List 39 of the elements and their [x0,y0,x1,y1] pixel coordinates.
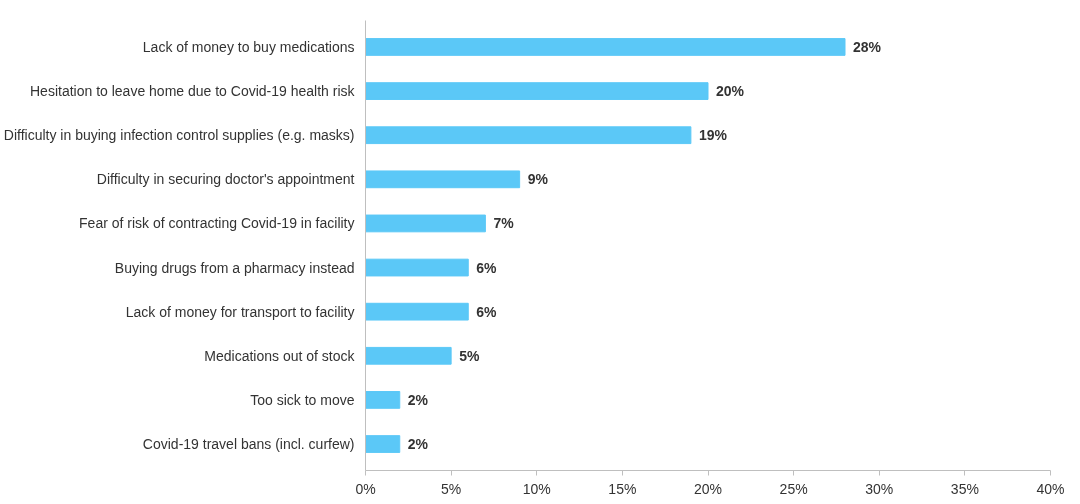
bar [365,38,846,56]
data-label: 7% [493,215,515,232]
data-label: 5% [459,347,480,364]
x-tick-label: 35% [950,480,979,497]
data-label: 9% [527,171,549,188]
data-label: 6% [476,259,498,276]
data-label: 19% [698,127,728,144]
x-tick-label: 20% [693,480,723,497]
y-tick-label: Hesitation to leave home due to Covid-19 health risk [29,83,356,100]
y-tick-label: Too sick to move [250,391,355,408]
x-tick-label: 10% [522,480,551,497]
y-tick-label: Medications out of stock [204,347,356,364]
y-tick-label: Buying drugs from a pharmacy instead [114,259,355,276]
data-label: 2% [407,436,429,453]
x-tick-label: 5% [441,480,462,497]
y-tick-label: Difficulty in securing doctor's appointment [96,171,355,188]
x-tick-label: 0% [355,480,376,497]
y-tick-label: Covid-19 travel bans (incl. curfew) [142,436,355,453]
bar [365,302,469,321]
bar [365,346,452,365]
bar [365,258,469,277]
x-tick-label: 15% [608,480,637,497]
bar [365,170,521,189]
y-tick-label: Fear of risk of contracting Covid-19 in facility [79,215,355,232]
data-label: 28% [853,38,882,55]
y-tick-label: Lack of money for transport to facility [125,303,355,320]
data-label: 6% [476,303,498,320]
bar [365,214,486,233]
bar [365,391,401,409]
data-label: 20% [716,83,745,100]
bar [365,82,709,100]
x-tick-label: 25% [779,480,808,497]
bar [365,435,401,453]
y-tick-label: Lack of money to buy medications [142,38,355,55]
data-label: 2% [407,391,429,408]
x-tick-label: 40% [1036,480,1065,497]
x-tick-label: 30% [865,480,894,497]
bar [365,126,692,145]
y-tick-label: Difficulty in buying infection control supplies (e.g. masks) [3,127,355,144]
